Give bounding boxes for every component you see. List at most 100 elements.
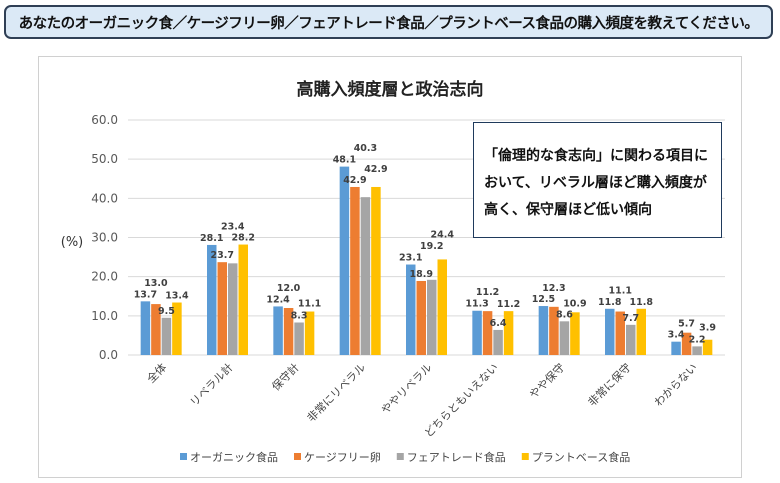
bar — [228, 263, 238, 355]
data-label: 28.2 — [232, 233, 255, 244]
bar — [339, 166, 350, 355]
bar — [559, 321, 570, 355]
bar — [294, 322, 304, 355]
bar — [538, 306, 549, 355]
legend-label: ケージフリー卵 — [304, 451, 381, 464]
bar — [172, 302, 182, 355]
bar — [605, 308, 615, 355]
legend-label: フェアトレード食品 — [407, 450, 506, 464]
bar — [140, 301, 151, 355]
data-label: 6.4 — [490, 318, 507, 329]
data-label: 19.2 — [420, 241, 443, 252]
data-label: 11.2 — [476, 287, 499, 298]
data-label: 23.4 — [221, 221, 245, 232]
y-tick-label: 10.0 — [91, 309, 118, 323]
bar — [692, 346, 702, 355]
data-label: 12.5 — [532, 294, 555, 305]
bar — [671, 341, 681, 355]
data-label: 3.9 — [699, 323, 716, 334]
data-label: 23.7 — [211, 250, 234, 261]
bar — [549, 306, 559, 355]
bar — [283, 308, 294, 355]
bar — [161, 317, 172, 355]
y-tick-label: 0.0 — [99, 348, 118, 362]
question-text: あなたのオーガニック食／ケージフリー卵／フェアトレード食品／プラントベース食品の… — [18, 15, 759, 32]
legend-swatch — [180, 453, 187, 460]
data-label: 9.5 — [158, 306, 175, 317]
callout-text: 「倫理的な食志向」に関わる項目において、リベラル層ほど購入頻度が高く、保守層ほど… — [484, 148, 708, 218]
bar — [472, 310, 482, 355]
bar — [626, 324, 636, 355]
question-banner: あなたのオーガニック食／ケージフリー卵／フェアトレード食品／プラントベース食品の… — [4, 5, 773, 39]
bar — [681, 332, 692, 355]
data-label: 11.1 — [609, 286, 632, 297]
x-tick-label: ややリベラル — [379, 361, 435, 417]
x-tick-label: 保守計 — [269, 360, 302, 393]
data-label: 5.7 — [678, 319, 695, 330]
bar — [371, 186, 381, 355]
data-label: 28.1 — [200, 233, 223, 244]
data-label: 13.7 — [134, 289, 157, 300]
data-label: 48.1 — [333, 155, 356, 166]
data-label: 8.6 — [556, 309, 573, 320]
bar — [482, 311, 493, 355]
data-label: 24.4 — [431, 229, 455, 240]
bar — [360, 197, 371, 355]
bar — [427, 279, 437, 355]
y-tick-label: 50.0 — [91, 152, 118, 166]
bar — [503, 311, 514, 355]
legend-label: オーガニック食品 — [190, 450, 278, 464]
bar — [350, 186, 360, 355]
data-label: 2.2 — [689, 334, 706, 345]
x-tick-label: リベラル計 — [187, 360, 236, 409]
legend-swatch — [396, 453, 404, 460]
x-tick-label: どちらともいえない — [422, 361, 501, 440]
callout-box: 「倫理的な食志向」に関わる項目において、リベラル層ほど購入頻度が高く、保守層ほど… — [473, 122, 722, 238]
data-label: 11.1 — [298, 299, 321, 310]
y-axis-label: (%) — [61, 235, 84, 250]
bar — [437, 259, 447, 355]
data-label: 7.7 — [622, 313, 639, 324]
data-label: 13.4 — [165, 291, 189, 302]
data-label: 3.4 — [668, 330, 685, 341]
legend-swatch — [294, 453, 301, 460]
data-label: 23.1 — [399, 253, 422, 264]
y-tick-label: 20.0 — [91, 270, 118, 284]
bar — [416, 280, 426, 355]
legend-label: プラントベース食品 — [532, 450, 630, 464]
data-label: 12.3 — [542, 283, 565, 294]
data-label: 12.4 — [266, 294, 290, 305]
x-tick-label: 非常にリベラル — [305, 361, 369, 425]
bar — [406, 264, 416, 355]
bar — [238, 244, 248, 355]
y-tick-label: 60.0 — [91, 113, 118, 127]
x-tick-label: 全体 — [144, 360, 169, 385]
chart-title: 高購入頻度層と政治志向 — [297, 79, 484, 100]
bar — [702, 339, 713, 355]
bar — [493, 329, 503, 355]
data-label: 11.3 — [465, 299, 488, 310]
x-tick-label: 非常に保守 — [585, 360, 634, 409]
data-label: 18.9 — [410, 269, 433, 280]
data-label: 13.0 — [144, 278, 168, 289]
bar — [207, 244, 217, 355]
bar — [304, 311, 315, 355]
data-label: 12.0 — [277, 283, 301, 294]
bar — [273, 306, 283, 355]
y-tick-label: 30.0 — [91, 231, 118, 245]
x-tick-label: やや保守 — [526, 360, 567, 401]
data-label: 40.3 — [354, 143, 377, 154]
data-label: 8.3 — [291, 310, 308, 321]
data-label: 10.9 — [563, 298, 586, 309]
bar — [151, 304, 161, 355]
data-label: 42.9 — [343, 175, 366, 186]
data-label: 11.8 — [630, 297, 654, 308]
legend-swatch — [521, 453, 529, 460]
x-tick-label: わからない — [652, 361, 700, 409]
data-label: 42.9 — [364, 164, 387, 175]
bar — [615, 311, 625, 355]
y-tick-label: 40.0 — [91, 191, 118, 205]
bar — [217, 262, 227, 355]
data-label: 11.2 — [497, 299, 520, 310]
